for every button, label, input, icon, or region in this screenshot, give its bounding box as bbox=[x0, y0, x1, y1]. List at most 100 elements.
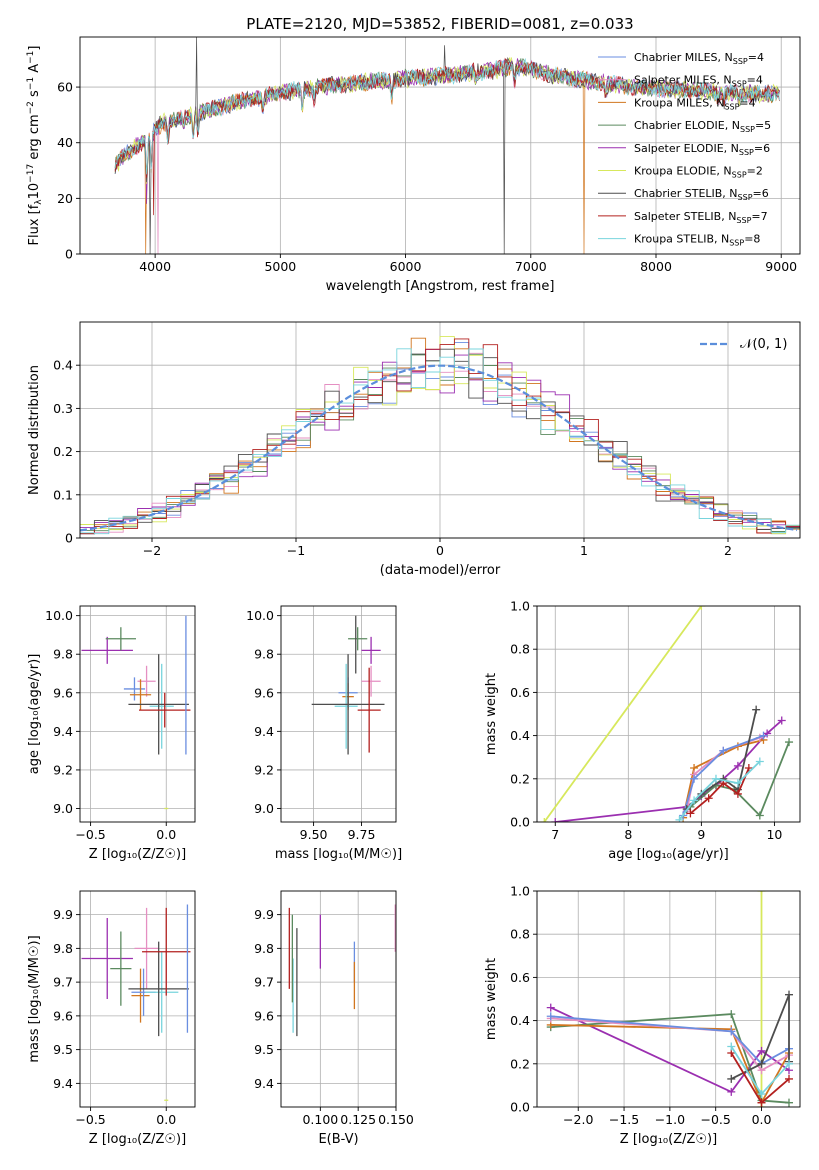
age-weight-xtick-label: 9 bbox=[697, 827, 705, 842]
spectrum-ytick-label: 40 bbox=[57, 135, 73, 150]
ebv-mass-ytick-label: 9.7 bbox=[254, 975, 274, 990]
age-weight-series-marker bbox=[733, 779, 742, 788]
spectrum-xtick-label: 9000 bbox=[765, 259, 797, 274]
legend-n: =6 bbox=[753, 187, 769, 200]
ebv-mass-ytick-label: 9.9 bbox=[254, 907, 274, 922]
z-mass-ytick-label: 9.6 bbox=[53, 1008, 73, 1023]
z-weight-series-marker bbox=[757, 891, 766, 895]
legend-n: =4 bbox=[739, 96, 755, 109]
age-weight-series-marker bbox=[675, 815, 684, 822]
legend-n: =7 bbox=[751, 210, 767, 223]
residuals-xtick-label: 1 bbox=[580, 543, 588, 558]
z-age-ytick-label: 9.6 bbox=[53, 685, 73, 700]
residuals-xlabel: (data-model)/error bbox=[380, 563, 501, 578]
z-weight-xtick-label: −1.5 bbox=[609, 1112, 639, 1127]
mass-age-frame bbox=[280, 605, 397, 823]
mass-age-ytick-label: 9.8 bbox=[254, 647, 274, 662]
residuals-legend: 𝒩(0, 1) bbox=[700, 337, 787, 352]
age-weight-ytick-label: 0.4 bbox=[510, 728, 530, 743]
legend-entry: Chabrier STELIB, NSSP=6 bbox=[634, 187, 769, 202]
legend-label: Chabrier MILES, N bbox=[634, 51, 733, 64]
mass-age-point bbox=[311, 654, 385, 755]
spectrum-xtick-label: 4000 bbox=[139, 259, 171, 274]
ebv-mass-xlabel: E(B-V) bbox=[318, 1132, 358, 1147]
age-weight-series-marker bbox=[690, 774, 699, 783]
legend-n: =2 bbox=[747, 165, 763, 178]
z-mass-point bbox=[110, 931, 132, 1006]
age-weight-xtick-label: 7 bbox=[551, 827, 559, 842]
age-weight-ylabel: mass weight bbox=[484, 673, 499, 755]
z-weight-ytick-label: 0.6 bbox=[510, 970, 530, 985]
gaussian-legend-label: 𝒩(0, 1) bbox=[740, 337, 787, 352]
z-age-xlabel: Z [log₁₀(Z/Z☉)] bbox=[89, 847, 186, 862]
spectrum-xlabel: wavelength [Angstrom, rest frame] bbox=[326, 279, 555, 294]
z-mass-point bbox=[134, 907, 159, 989]
spectrum-ytick-label: 0 bbox=[65, 247, 73, 262]
legend-entry: Kroupa MILES, NSSP=4 bbox=[634, 96, 756, 111]
residuals-ytick-label: 0 bbox=[65, 531, 73, 546]
age-weight-ytick-label: 0.2 bbox=[510, 771, 530, 786]
legend-label: Salpeter MILES, N bbox=[634, 74, 732, 87]
legend-label: Chabrier STELIB, N bbox=[634, 187, 738, 200]
z-mass-grid bbox=[80, 891, 195, 1107]
spectrum-series-line bbox=[114, 57, 780, 175]
z-age-point bbox=[149, 663, 174, 749]
residual-histogram-panel: −2 −1 0 1 2 0 0.1 0.2 0.3 0.4 (data-model)/error No… bbox=[27, 321, 801, 578]
age-weight-series-marker bbox=[551, 818, 560, 822]
z-mass-plot-area bbox=[81, 904, 191, 1101]
legend-n: =5 bbox=[755, 119, 771, 132]
age-weight-series-marker bbox=[686, 809, 695, 818]
z-mass-point bbox=[131, 968, 150, 1023]
spectrum-frame bbox=[79, 36, 801, 255]
legend-sub: SSP bbox=[724, 102, 739, 111]
legend-entry: Chabrier MILES, NSSP=4 bbox=[634, 51, 764, 66]
mass-age-ytick-label: 9.2 bbox=[254, 762, 274, 777]
legend-sub: SSP bbox=[739, 148, 754, 157]
spectrum-ylabel-part: Flux [f bbox=[27, 204, 42, 245]
mass-age-ytick-label: 9.0 bbox=[254, 801, 274, 816]
z-weight-series-marker bbox=[757, 1046, 766, 1055]
mass-age-point bbox=[357, 667, 381, 753]
z-age-point bbox=[129, 679, 152, 711]
z-weight-ytick-label: 0.2 bbox=[510, 1056, 530, 1071]
z-weight-series-marker bbox=[785, 990, 794, 999]
legend-entry: Salpeter MILES, NSSP=4 bbox=[634, 74, 763, 89]
age-weight-series-marker bbox=[733, 761, 742, 770]
spectrum-xtick-label: 7000 bbox=[515, 259, 547, 274]
ebv-mass-grid bbox=[281, 891, 397, 1107]
ebv-mass-ytick-label: 9.5 bbox=[254, 1042, 274, 1057]
legend-entry: Kroupa ELODIE, NSSP=2 bbox=[634, 165, 763, 180]
age-weight-ytick-label: 0.6 bbox=[510, 685, 530, 700]
z-mass-xlabel: Z [log₁₀(Z/Z☉)] bbox=[89, 1132, 186, 1147]
z-mass-ytick-label: 9.5 bbox=[53, 1042, 73, 1057]
residual-histogram-step bbox=[80, 348, 800, 535]
z-weight-series-marker bbox=[757, 1098, 766, 1107]
legend-entry: Salpeter STELIB, NSSP=7 bbox=[634, 210, 768, 225]
age-weight-series-marker bbox=[752, 705, 761, 714]
age-weight-series-marker bbox=[719, 746, 728, 755]
z-age-frame bbox=[79, 605, 196, 823]
z-weight-grid bbox=[537, 890, 800, 1108]
ebv-mass-plot-area bbox=[288, 904, 396, 1037]
z-mass-point bbox=[142, 907, 191, 996]
spectrum-ylabel-part: −17 bbox=[26, 164, 36, 183]
age-weight-series-marker bbox=[711, 774, 720, 783]
age-weight-series-marker bbox=[755, 757, 764, 766]
ebv-mass-ytick-label: 9.6 bbox=[254, 1008, 274, 1023]
z-weight-series-marker bbox=[727, 1087, 736, 1096]
metallicity-mass-panel: −0.5 0.0 9.4 9.5 9.6 9.7 9.8 9.9 Z [log₁₀(Z/Z☉)]… bbox=[27, 890, 196, 1147]
spectrum-xtick-label: 6000 bbox=[390, 259, 422, 274]
age-weight-ytick-label: 0.8 bbox=[510, 642, 530, 657]
legend-sub: SSP bbox=[733, 57, 748, 66]
z-age-point bbox=[139, 692, 191, 728]
residuals-xtick-label: −2 bbox=[143, 543, 161, 558]
z-weight-series-marker bbox=[727, 1027, 736, 1036]
legend-n: =4 bbox=[748, 51, 764, 64]
mass-age-ytick-label: 10.0 bbox=[246, 608, 274, 623]
residuals-ytick-label: 0.4 bbox=[53, 358, 73, 373]
mass-age-xtick-label: 9.50 bbox=[300, 827, 328, 842]
residuals-plot-area bbox=[80, 336, 800, 535]
age-weight-series-line bbox=[686, 709, 758, 810]
legend-n: =4 bbox=[747, 74, 763, 87]
